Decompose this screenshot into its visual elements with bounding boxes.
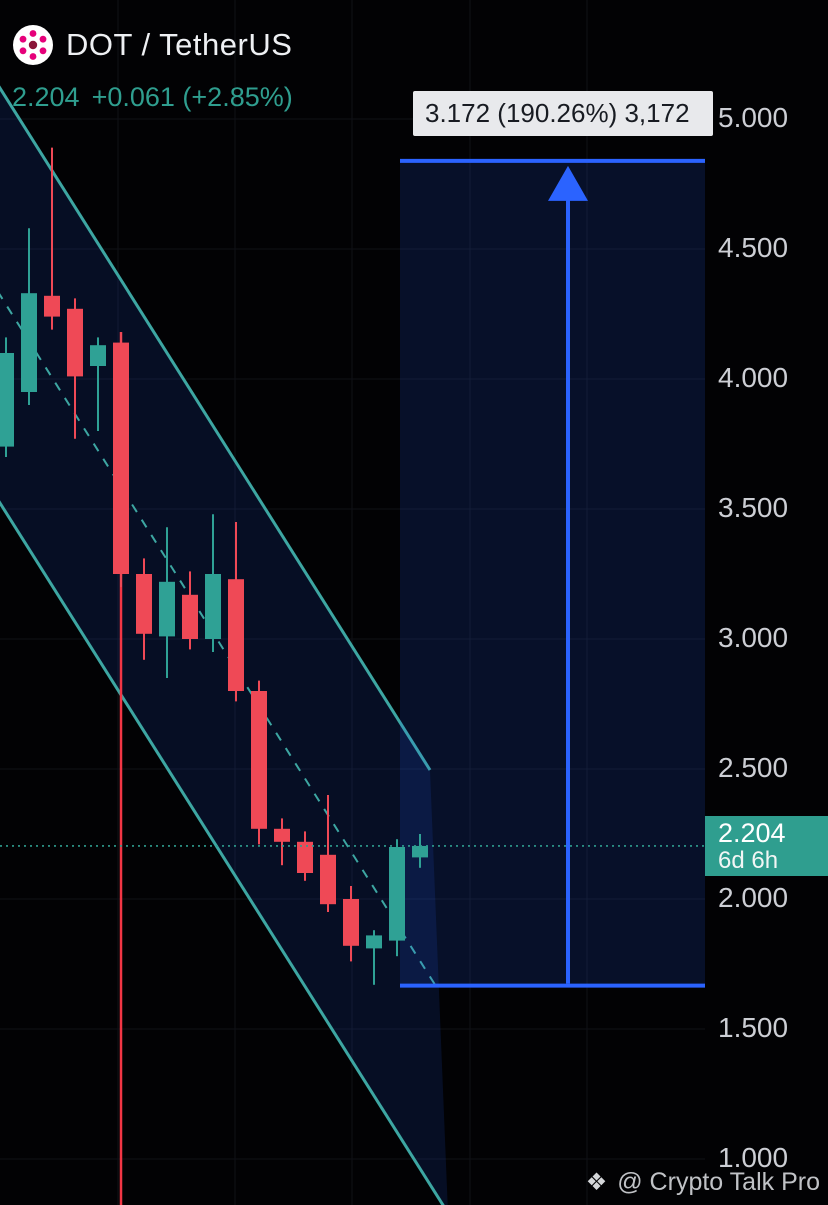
candle-body — [21, 293, 37, 392]
price-range-fill[interactable] — [400, 160, 705, 986]
candle-body — [182, 594, 198, 639]
current-price-badge: 2.204 6d 6h — [705, 815, 828, 876]
price-range-arrow[interactable] — [400, 158, 705, 988]
price-axis[interactable]: 2.204 6d 6h 5.000 4.500 4.000 3.500 3.000 2.5… — [705, 0, 828, 1205]
candle-body — [136, 574, 152, 634]
candle-body — [90, 345, 106, 366]
symbol-title[interactable]: DOT / TetherUS — [66, 27, 293, 62]
diamond-icon: ❖ — [585, 1169, 608, 1196]
axis-price-label: 1.500 — [718, 1012, 789, 1043]
axis-price-label: 2.000 — [718, 882, 789, 913]
watermark: ❖ @ Crypto Talk Pro — [586, 1168, 820, 1197]
candle-body — [389, 847, 405, 941]
last-price: 2.204 — [12, 82, 80, 112]
candle-body — [274, 828, 290, 842]
measurement-label[interactable]: 3.172 (190.26%) 3,172 — [413, 91, 713, 136]
candle-body — [297, 841, 313, 873]
descending-channel-drawing[interactable] — [0, 0, 448, 1205]
axis-price-label: 2.500 — [718, 752, 789, 783]
polkadot-logo-icon — [13, 25, 53, 65]
chart-grid — [0, 0, 705, 1205]
candle-body — [320, 854, 336, 905]
symbol-header: DOT / TetherUS 2.204 +0.061 (+2.85%) — [12, 24, 293, 113]
candle-body — [343, 899, 359, 946]
axis-price-label: 4.500 — [718, 232, 789, 263]
axis-price-label: 3.500 — [718, 492, 789, 523]
axis-price-label: 4.000 — [718, 362, 789, 393]
candle-body — [205, 574, 221, 639]
candle-body — [366, 935, 382, 949]
candle-body — [412, 845, 428, 858]
candle-body — [44, 295, 60, 317]
axis-price-label: 5.000 — [718, 102, 789, 133]
candle-body — [113, 342, 129, 574]
quote-line: 2.204 +0.061 (+2.85%) — [12, 82, 293, 113]
price-change: +0.061 (+2.85%) — [91, 82, 293, 112]
current-price-value: 2.204 — [718, 817, 786, 848]
candle-body — [228, 579, 244, 691]
bar-countdown: 6d 6h — [718, 846, 779, 874]
candle-body — [0, 353, 14, 447]
axis-price-label: 1.000 — [718, 1142, 789, 1173]
axis-price-label: 3.000 — [718, 622, 789, 653]
candle-body — [159, 581, 175, 637]
candles-series — [0, 147, 428, 985]
arrow-up-icon — [548, 165, 588, 201]
watermark-text: @ Crypto Talk Pro — [617, 1168, 820, 1196]
candle-body — [67, 308, 83, 377]
candle-body — [251, 691, 267, 829]
